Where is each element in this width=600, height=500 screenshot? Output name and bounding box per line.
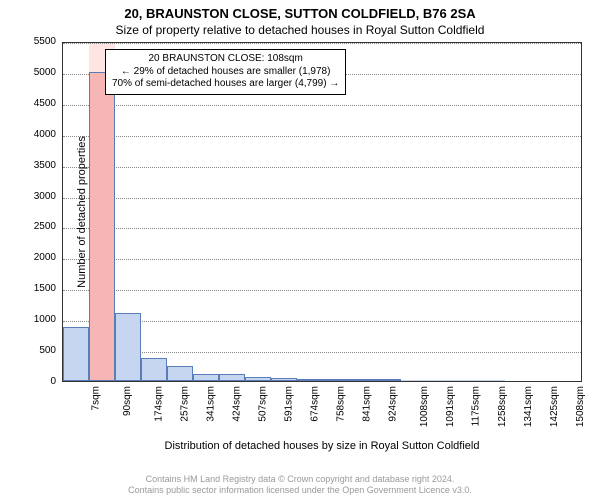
plot-area: 20 BRAUNSTON CLOSE: 108sqm ← 29% of deta… [62, 42, 582, 382]
histogram-bar [141, 358, 167, 381]
gridline [63, 136, 581, 137]
histogram-bar [193, 374, 219, 381]
histogram-bar [401, 380, 427, 381]
x-tick: 341sqm [206, 386, 217, 422]
gridline [63, 198, 581, 199]
gridline [63, 43, 581, 44]
y-tick: 4000 [24, 129, 56, 140]
footer-line-1: Contains HM Land Registry data © Crown c… [0, 474, 600, 485]
histogram-bar [453, 380, 479, 381]
y-tick: 2500 [24, 221, 56, 232]
info-line-1: 20 BRAUNSTON CLOSE: 108sqm [112, 53, 339, 66]
x-tick: 1008sqm [419, 386, 430, 427]
x-tick: 424sqm [232, 386, 243, 422]
histogram-bar [167, 366, 193, 381]
x-tick: 174sqm [154, 386, 165, 422]
x-tick: 758sqm [336, 386, 347, 422]
x-tick: 1341sqm [523, 386, 534, 427]
info-line-3: 70% of semi-detached houses are larger (… [112, 78, 339, 91]
info-box: 20 BRAUNSTON CLOSE: 108sqm ← 29% of deta… [105, 49, 346, 95]
chart-page: 20, BRAUNSTON CLOSE, SUTTON COLDFIELD, B… [0, 0, 600, 500]
histogram-bar [427, 380, 453, 381]
x-tick: 257sqm [180, 386, 191, 422]
highlight-bar [89, 72, 115, 381]
x-tick: 1258sqm [497, 386, 508, 427]
histogram-bar [323, 379, 349, 381]
histogram-bar [219, 374, 245, 381]
gridline [63, 228, 581, 229]
histogram-bar [297, 379, 323, 381]
x-tick: 1175sqm [470, 386, 481, 426]
y-tick: 500 [24, 345, 56, 356]
gridline [63, 290, 581, 291]
histogram-bar [375, 379, 401, 381]
y-tick: 0 [24, 376, 56, 387]
page-subtitle: Size of property relative to detached ho… [0, 21, 600, 37]
x-tick: 1508sqm [575, 386, 586, 427]
y-tick: 3000 [24, 191, 56, 202]
footer-line-2: Contains public sector information licen… [0, 485, 600, 496]
x-tick: 7sqm [90, 386, 101, 410]
y-tick: 3500 [24, 160, 56, 171]
x-tick: 924sqm [388, 386, 399, 422]
page-title: 20, BRAUNSTON CLOSE, SUTTON COLDFIELD, B… [0, 0, 600, 21]
y-tick: 5000 [24, 67, 56, 78]
gridline [63, 105, 581, 106]
y-tick: 1000 [24, 314, 56, 325]
histogram-bar [479, 380, 505, 381]
y-axis-label: Number of detached properties [76, 136, 88, 288]
x-tick: 90sqm [122, 386, 133, 416]
x-tick: 841sqm [362, 386, 373, 422]
histogram-bar [271, 378, 297, 381]
gridline [63, 259, 581, 260]
histogram-bar [349, 379, 375, 381]
y-tick: 4500 [24, 98, 56, 109]
y-tick: 2000 [24, 252, 56, 263]
y-tick: 5500 [24, 36, 56, 47]
x-tick: 1091sqm [445, 386, 456, 427]
histogram-bar [63, 327, 89, 381]
info-line-2: ← 29% of detached houses are smaller (1,… [112, 66, 339, 79]
x-tick: 1425sqm [549, 386, 560, 427]
x-tick: 674sqm [310, 386, 321, 422]
histogram-bar [245, 377, 271, 381]
x-tick: 591sqm [284, 386, 295, 422]
y-tick: 1500 [24, 283, 56, 294]
footer: Contains HM Land Registry data © Crown c… [0, 474, 600, 496]
x-axis-label: Distribution of detached houses by size … [62, 440, 582, 452]
x-tick: 507sqm [258, 386, 269, 422]
gridline [63, 167, 581, 168]
histogram-bar [115, 313, 141, 381]
